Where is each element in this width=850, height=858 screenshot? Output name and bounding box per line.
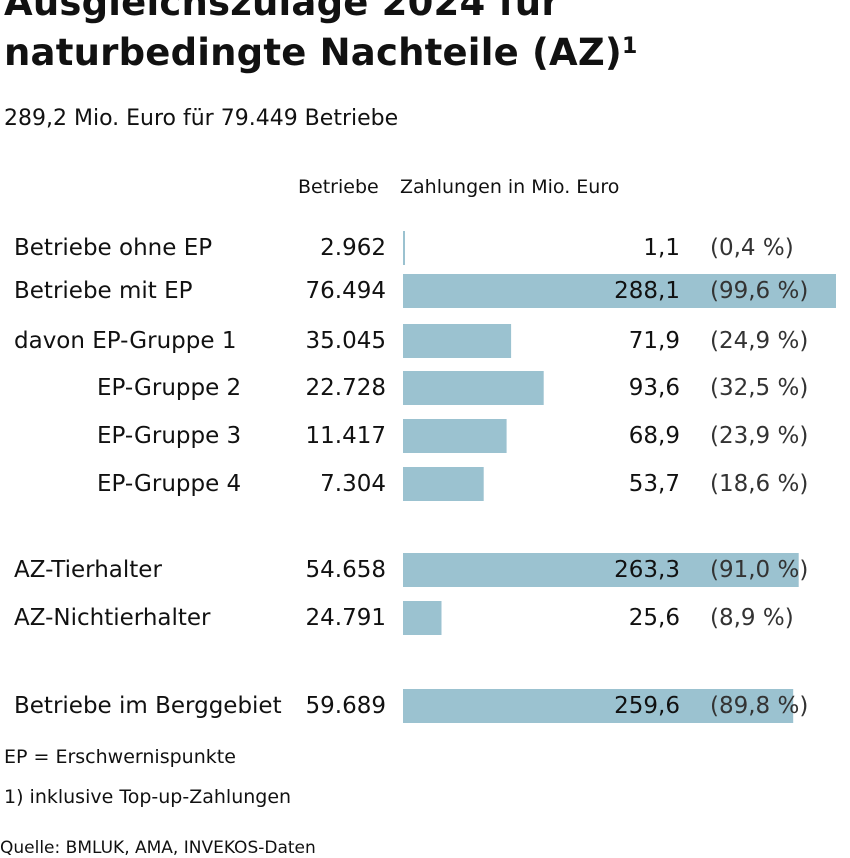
- bar-1: [403, 274, 836, 308]
- betriebe-count-3: 22.728: [305, 375, 386, 401]
- footnote-topup: 1) inklusive Top-up-Zahlungen: [4, 786, 292, 808]
- percent-label-1: (99,6 %): [710, 278, 809, 304]
- value-label-4: 68,9: [628, 423, 680, 449]
- betriebe-count-7: 24.791: [305, 605, 386, 631]
- percent-label-4: (23,9 %): [710, 423, 809, 449]
- percent-label-6: (91,0 %): [710, 557, 809, 583]
- bar-3: [403, 371, 544, 405]
- percent-label-8: (89,8 %): [710, 693, 809, 719]
- value-label-6: 263,3: [614, 557, 680, 583]
- value-label-3: 93,6: [628, 375, 680, 401]
- betriebe-count-5: 7.304: [320, 471, 386, 497]
- column-header-zahlungen: Zahlungen in Mio. Euro: [400, 176, 620, 198]
- value-label-7: 25,6: [628, 605, 680, 631]
- percent-label-0: (0,4 %): [710, 235, 794, 261]
- betriebe-count-4: 11.417: [305, 423, 386, 449]
- percent-label-2: (24,9 %): [710, 328, 809, 354]
- percent-label-3: (32,5 %): [710, 375, 809, 401]
- bar-5: [403, 467, 484, 501]
- footnote-ep: EP = Erschwernispunkte: [4, 746, 236, 768]
- betriebe-count-2: 35.045: [305, 328, 386, 354]
- value-label-8: 259,6: [614, 693, 680, 719]
- betriebe-count-0: 2.962: [320, 235, 386, 261]
- betriebe-count-8: 59.689: [305, 693, 386, 719]
- bar-2: [403, 324, 512, 358]
- bar-4: [403, 419, 507, 453]
- chart-title-text: Ausgleichszulage 2024 für naturbedingte …: [4, 0, 623, 74]
- bar-6: [403, 553, 799, 587]
- value-label-0: 1,1: [643, 235, 680, 261]
- bar-8: [403, 689, 794, 723]
- value-label-5: 53,7: [628, 471, 680, 497]
- chart-title: Ausgleichszulage 2024 für naturbedingte …: [4, 0, 850, 78]
- value-label-1: 288,1: [614, 278, 680, 304]
- value-label-2: 71,9: [628, 328, 680, 354]
- source-note: Quelle: BMLUK, AMA, INVEKOS-Daten: [0, 838, 316, 858]
- betriebe-count-6: 54.658: [305, 557, 386, 583]
- category-label-4: EP-Gruppe 3: [97, 423, 242, 449]
- category-label-2: davon EP-Gruppe 1: [14, 328, 237, 354]
- category-label-5: EP-Gruppe 4: [97, 471, 242, 497]
- category-label-7: AZ-Nichtierhalter: [14, 605, 211, 631]
- chart-subtitle: 289,2 Mio. Euro für 79.449 Betriebe: [4, 106, 399, 131]
- title-footnote-marker: 1: [622, 34, 638, 59]
- category-label-8: Betriebe im Berggebiet: [14, 693, 282, 719]
- bar-0: [403, 231, 405, 265]
- bar-7: [403, 601, 442, 635]
- category-label-3: EP-Gruppe 2: [97, 375, 242, 401]
- category-label-1: Betriebe mit EP: [14, 278, 193, 304]
- column-header-betriebe: Betriebe: [298, 176, 379, 198]
- category-label-0: Betriebe ohne EP: [14, 235, 213, 261]
- percent-label-7: (8,9 %): [710, 605, 794, 631]
- percent-label-5: (18,6 %): [710, 471, 809, 497]
- category-label-6: AZ-Tierhalter: [14, 557, 162, 583]
- betriebe-count-1: 76.494: [305, 278, 386, 304]
